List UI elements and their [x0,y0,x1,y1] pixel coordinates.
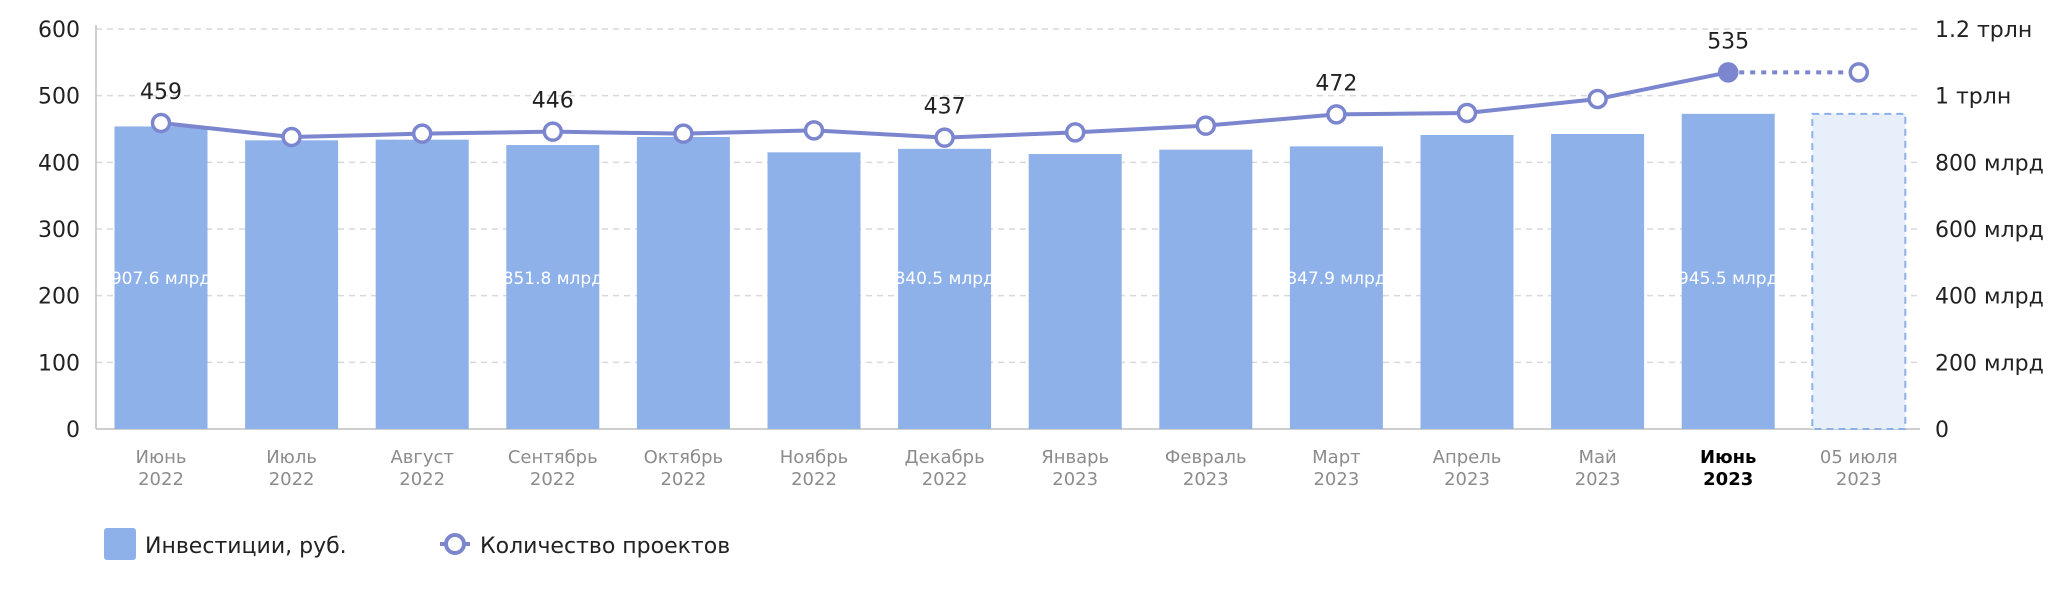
y-left-tick-label: 200 [38,285,80,310]
bar[interactable] [1289,146,1383,429]
bar[interactable] [1681,113,1775,429]
bar-data-label: 851.8 млрд [503,269,603,289]
point-labels: 459 446 437 472 535 [140,29,1749,119]
y-right-tick-label: 0 [1935,418,1949,443]
x-axis-labels: Июнь 2022 Июль 2022 Август 2022 Сентябрь 2022 Ок… [136,447,1898,490]
bar[interactable] [245,140,339,430]
line-points [150,62,1870,148]
axes: 0 0 100 200 млрд 200 400 млрд 300 600 млрд 400 80… [38,18,2044,443]
legend-item-projects[interactable]: Количество проектов [440,533,730,559]
line-point[interactable] [673,123,694,144]
legend-item-investments[interactable]: Инвестиции, руб. [104,528,347,560]
line-point[interactable] [1848,62,1870,83]
bar[interactable] [1551,134,1645,429]
bar[interactable] [1420,135,1514,429]
x-tick-label: Июль 2022 [266,447,317,490]
bar-data-label: 907.6 млрд [111,269,211,289]
line-point[interactable] [542,121,564,142]
bar[interactable] [636,137,730,429]
point-data-label: 459 [140,80,182,105]
x-tick-label: Апрель 2023 [1433,447,1502,490]
line-point[interactable] [281,126,302,148]
x-tick-label: Ноябрь 2022 [780,447,849,490]
legend-label-investments: Инвестиции, руб. [145,534,347,559]
legend-bar-swatch [104,528,136,560]
line-point[interactable] [1456,102,1478,124]
point-data-label: 535 [1707,29,1749,54]
legend-label-projects: Количество проектов [480,534,730,559]
line-point[interactable] [1717,62,1739,83]
y-left-tick-label: 500 [38,85,80,110]
line-point[interactable] [1195,115,1217,136]
y-right-tick-label: 1.2 трлн [1935,18,2032,43]
y-right-tick-label: 600 млрд [1935,218,2044,243]
x-tick-label: Август 2022 [390,447,453,490]
line-point[interactable] [150,112,172,134]
y-left-tick-label: 0 [66,418,80,443]
bar[interactable] [1159,149,1253,429]
legend: Инвестиции, руб. Количество проектов [104,528,730,560]
y-right-tick-label: 800 млрд [1935,151,2044,176]
bar[interactable] [767,152,861,430]
bar-data-label: 840.5 млрд [894,269,994,289]
bar-labels: 907.6 млрд 851.8 млрд 840.5 млрд 847.9 млрд… [111,269,1779,289]
point-data-label: 437 [924,95,966,120]
x-tick-label: Июнь 2023 [1700,447,1756,490]
x-tick-label: Июнь 2022 [136,447,187,490]
bar-data-label: 847.9 млрд [1286,269,1386,289]
bar-projected[interactable] [1811,112,1907,430]
bar[interactable] [1028,154,1122,429]
y-left-tick-label: 400 [38,151,80,176]
x-tick-label: Март 2023 [1312,447,1360,490]
legend-marker-icon [444,533,466,555]
bar-data-label: 945.5 млрд [1678,269,1778,289]
grid-lines [96,28,1920,364]
x-tick-label: Сентябрь 2022 [508,447,598,490]
bars-investments [114,112,1907,430]
x-tick-label: 05 июля 2023 [1820,447,1898,490]
point-data-label: 472 [1315,71,1357,96]
line-point[interactable] [803,120,825,141]
bar[interactable] [898,148,992,430]
bar[interactable] [114,126,208,429]
x-tick-label: Декабрь 2022 [905,447,985,490]
x-tick-label: Октябрь 2022 [644,447,724,490]
y-right-tick-label: 1 трлн [1935,85,2011,110]
y-left-tick-label: 600 [38,18,80,43]
y-left-tick-label: 100 [38,351,80,376]
point-data-label: 446 [532,89,574,114]
x-tick-label: Февраль 2023 [1165,447,1247,490]
line-point[interactable] [934,127,955,148]
line-point[interactable] [1587,88,1608,110]
line-point[interactable] [1326,104,1347,125]
bar[interactable] [506,145,600,430]
x-tick-label: Январь 2023 [1041,447,1109,490]
x-tick-label: Май 2023 [1575,447,1621,490]
line-point[interactable] [1064,122,1086,143]
y-right-tick-label: 400 млрд [1935,285,2044,310]
y-left-tick-label: 300 [38,218,80,243]
bar[interactable] [375,139,469,429]
y-right-tick-label: 200 млрд [1935,351,2044,376]
line-point[interactable] [411,123,433,144]
